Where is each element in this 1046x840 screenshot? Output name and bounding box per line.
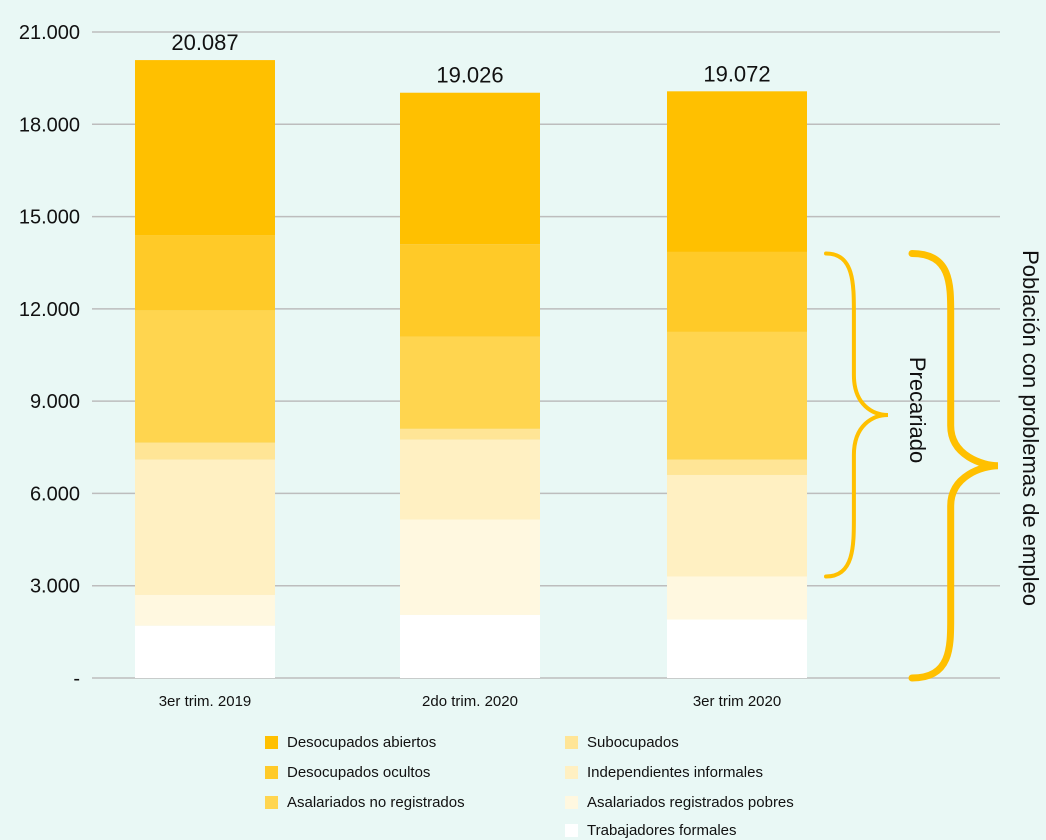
bar-segment: [667, 459, 807, 475]
bar-segment: [135, 459, 275, 595]
y-axis-ticks: - 3.000 6.000 9.000 12.000 15.000 18.000 21.000: [19, 22, 80, 690]
legend-item: Desocupados abiertos: [265, 732, 436, 752]
bar-segment: [135, 625, 275, 678]
bar-segment: [400, 336, 540, 429]
legend-swatch: [265, 795, 278, 809]
y-tick-label: 9.000: [30, 391, 80, 413]
x-category-label: 3er trim. 2019: [159, 693, 252, 710]
legend-item: Independientes informales: [565, 762, 763, 782]
legend-label: Desocupados abiertos: [287, 733, 437, 751]
legend-item: Desocupados ocultos: [265, 762, 430, 782]
precariado-brace: [824, 251, 889, 579]
bar-segment: [135, 60, 275, 236]
legend-item: Trabajadores formales: [565, 820, 737, 840]
bar-total-label: 19.072: [703, 61, 770, 86]
x-axis-categories: 3er trim. 2019 2do trim. 2020 3er trim 202…: [159, 693, 781, 710]
legend-item: Asalariados no registrados: [265, 792, 465, 812]
bar-segment: [667, 576, 807, 620]
legend-label: Desocupados ocultos: [287, 763, 431, 781]
bar-segment: [667, 474, 807, 577]
bar-segment: [400, 428, 540, 440]
bar-segment: [400, 614, 540, 678]
legend-label: Asalariados no registrados: [287, 793, 465, 811]
bar-total-label: 20.087: [171, 30, 238, 55]
legend-label: Asalariados registrados pobres: [587, 793, 794, 811]
bar-segment: [135, 235, 275, 311]
x-category-label: 3er trim 2020: [693, 693, 781, 710]
bar-total-label: 19.026: [436, 63, 503, 88]
legend-swatch: [565, 823, 578, 837]
legend-swatch: [565, 795, 578, 809]
legend-swatch: [265, 765, 278, 779]
legend-item: Asalariados registrados pobres: [565, 792, 794, 812]
problemas-empleo-brace: [908, 249, 999, 682]
bar-segment: [667, 251, 807, 332]
bars: [135, 60, 807, 678]
legend-item: Subocupados: [565, 732, 679, 752]
legend-swatch: [265, 735, 278, 749]
legend-swatch: [565, 765, 578, 779]
problemas-empleo-label: Población con problemas de empleo: [1018, 250, 1043, 606]
bar-segment: [400, 92, 540, 245]
y-tick-label: 12.000: [19, 299, 80, 321]
bar-segment: [667, 331, 807, 460]
legend-swatch: [565, 735, 578, 749]
legend-label: Independientes informales: [587, 763, 763, 781]
bar-segment: [667, 91, 807, 252]
bar-segment: [135, 594, 275, 626]
y-tick-label: 15.000: [19, 207, 80, 229]
bar-segment: [400, 244, 540, 337]
y-tick-label: 3.000: [30, 576, 80, 598]
x-category-label: 2do trim. 2020: [422, 693, 518, 710]
precariado-label: Precariado: [905, 357, 930, 463]
legend-label: Trabajadores formales: [587, 821, 737, 839]
legend-label: Subocupados: [587, 733, 679, 751]
annotations: Precariado Población con problemas de emp…: [824, 249, 1043, 682]
y-tick-label: 6.000: [30, 483, 80, 505]
bar-segment: [667, 619, 807, 678]
y-tick-label: 18.000: [19, 114, 80, 136]
y-tick-label: -: [73, 668, 80, 690]
y-tick-label: 21.000: [19, 22, 80, 44]
bar-segment: [135, 310, 275, 443]
bar-totals: 20.087 19.026 19.072: [171, 30, 770, 88]
bar-segment: [400, 439, 540, 520]
bar-segment: [135, 442, 275, 460]
bar-segment: [400, 519, 540, 615]
